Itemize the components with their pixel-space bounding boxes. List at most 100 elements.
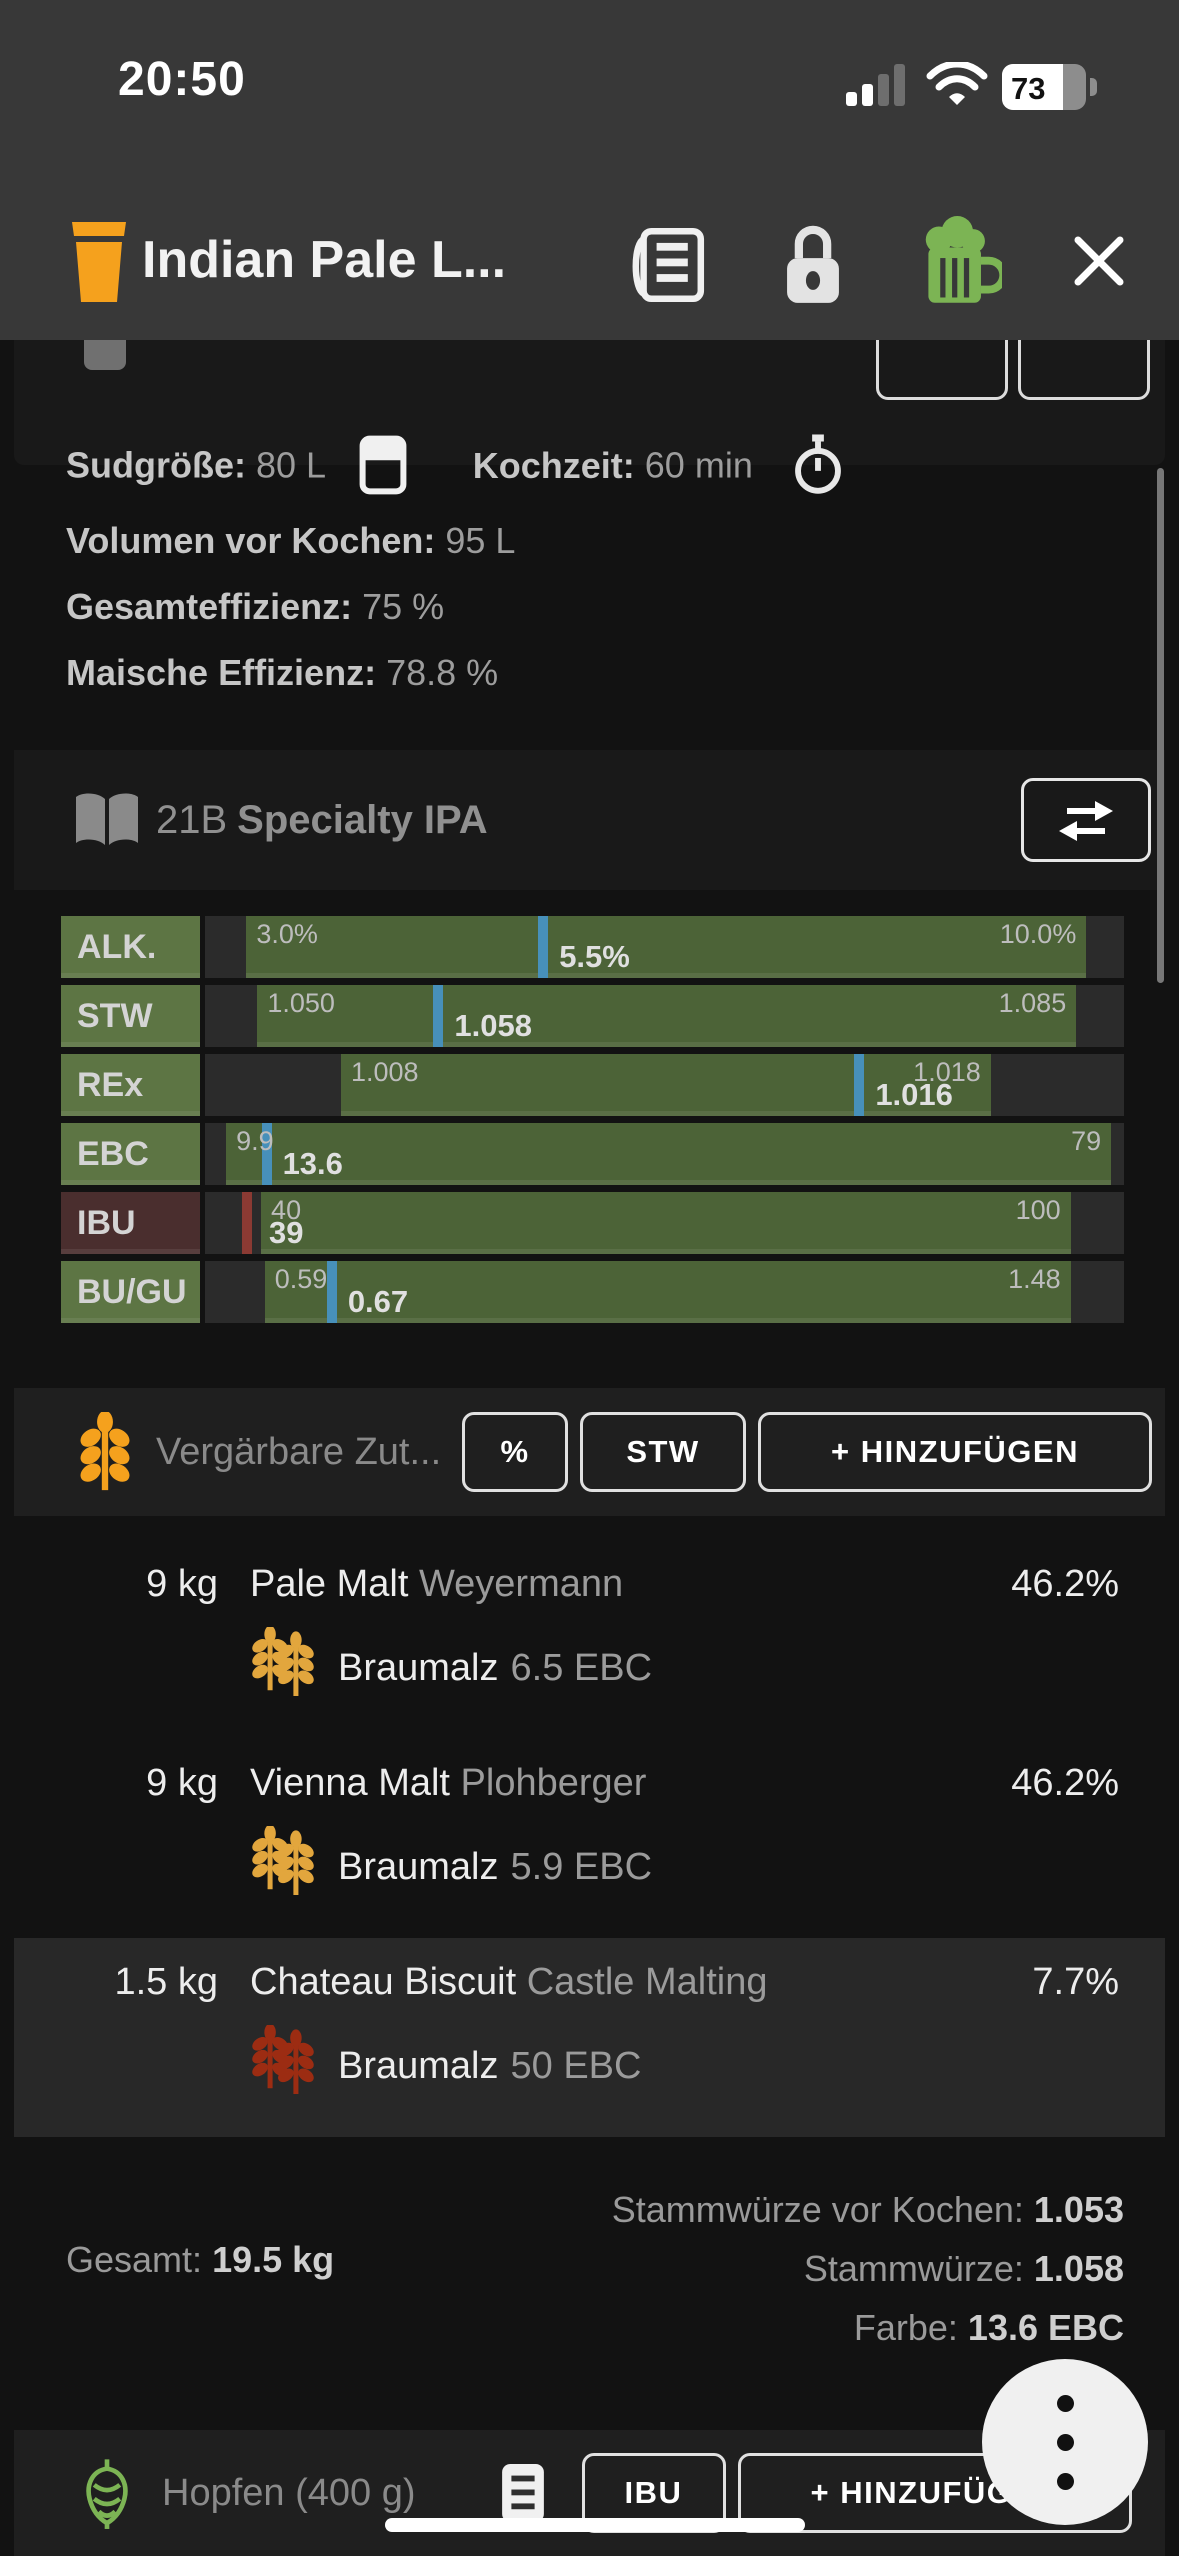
lock-icon[interactable] — [780, 222, 846, 306]
mash-efficiency-label: Maische Effizienz: — [66, 652, 377, 693]
fermentable-percent: 46.2% — [1011, 1762, 1119, 1804]
pre-boil-og-line: Stammwürze vor Kochen: 1.053 — [66, 2180, 1124, 2239]
hops-notes-icon[interactable] — [501, 2464, 544, 2522]
stat-marker — [854, 1054, 865, 1116]
stat-track: 1.050 1.085 1.058 — [205, 985, 1124, 1047]
change-style-button[interactable] — [1021, 778, 1151, 862]
stat-current-value: 39 — [269, 1215, 304, 1250]
stat-row-bugu[interactable]: BU/GU 0.59 1.48 0.67 — [61, 1261, 1124, 1323]
close-icon[interactable] — [1068, 230, 1130, 292]
beer-style-card[interactable]: 21B Specialty IPA — [14, 750, 1165, 890]
boil-time-label: Kochzeit: — [472, 444, 635, 486]
stat-current-value: 5.5% — [559, 939, 630, 974]
color-label: Farbe: — [853, 2307, 958, 2348]
fermentable-row[interactable]: 9 kg Pale Malt Weyermann 46.2% Braumalz 6.5 … — [14, 1540, 1165, 1739]
more-actions-fab[interactable] — [982, 2359, 1148, 2525]
home-indicator[interactable] — [385, 2518, 805, 2532]
stat-max-label: 10.0% — [999, 919, 1077, 949]
stat-max-label: 1.018 — [913, 1057, 981, 1087]
stat-min-label: 3.0% — [256, 919, 318, 949]
fab-dot — [1056, 2472, 1074, 2490]
add-fermentable-button[interactable]: + HINZUFÜGEN — [758, 1412, 1152, 1492]
stat-range — [264, 1261, 1071, 1323]
wifi-icon — [926, 62, 988, 105]
style-code: 21B — [156, 797, 228, 842]
og-label: Stammwürze: — [803, 2248, 1024, 2289]
stat-row-stw[interactable]: STW 1.050 1.085 1.058 — [61, 985, 1124, 1047]
stat-marker — [538, 916, 549, 978]
fermentable-type: Braumalz — [338, 2044, 499, 2087]
hops-section-header: Hopfen (400 g) IBU + HINZUFÜGEN — [14, 2430, 1165, 2556]
stat-key-label: IBU — [61, 1192, 200, 1254]
fermentable-supplier: Plohberger — [460, 1762, 647, 1804]
timer-icon[interactable] — [791, 434, 845, 496]
style-stats: ALK. 3.0% 10.0% 5.5% STW 1.050 1.085 1.058 REx 1.… — [61, 916, 1124, 1330]
kettle-icon[interactable] — [359, 435, 407, 495]
scrollbar-thumb[interactable] — [1157, 468, 1164, 983]
stat-current-value: 13.6 — [282, 1146, 343, 1181]
stat-row-ebc[interactable]: EBC 9.9 79 13.6 — [61, 1123, 1124, 1185]
og-line: Stammwürze: 1.058 — [66, 2239, 1124, 2298]
batch-boil-line: Sudgröße: 80 L Kochzeit: 60 min — [66, 434, 845, 502]
battery-nub — [1090, 78, 1097, 96]
beer-mug-icon[interactable] — [910, 216, 1002, 308]
stat-range — [226, 1123, 1112, 1185]
hops-title: Hopfen (400 g) — [162, 2471, 416, 2514]
fermentable-ebc: 5.9 EBC — [510, 1845, 653, 1888]
fermentables-title: Vergärbare Zut... — [156, 1430, 442, 1473]
fermentable-detail-line: Braumalz 6.5 EBC — [60, 1625, 1119, 1709]
fermentable-amount: 9 kg — [146, 1762, 218, 1804]
hop-icon — [86, 2459, 128, 2529]
stat-track: 3.0% 10.0% 5.5% — [205, 916, 1124, 978]
battery-percent: 73 — [1011, 71, 1046, 106]
pre-boil-volume-label: Volumen vor Kochen: — [66, 520, 436, 561]
fermentable-detail-line: Braumalz 50 EBC — [60, 2023, 1119, 2107]
fermentables-section-header: Vergärbare Zut... % STW + HINZUFÜGEN — [14, 1388, 1165, 1516]
battery-fill — [1002, 64, 1064, 110]
stat-key-label: ALK. — [61, 916, 200, 978]
mash-efficiency-line: Maische Effizienz: 78.8 % — [66, 652, 498, 694]
stat-range — [341, 1054, 991, 1116]
stat-min-label: 0.59 — [274, 1264, 328, 1294]
stat-row-rex[interactable]: REx 1.008 1.018 1.016 — [61, 1054, 1124, 1116]
stat-max-label: 79 — [1071, 1126, 1102, 1156]
swap-arrows-icon — [1059, 801, 1113, 841]
pre-boil-volume-line: Volumen vor Kochen: 95 L — [66, 520, 515, 562]
grain-icon — [250, 2023, 316, 2107]
stat-row-alk[interactable]: ALK. 3.0% 10.0% 5.5% — [61, 916, 1124, 978]
stw-toggle-button[interactable]: STW — [580, 1412, 746, 1492]
style-name: Specialty IPA — [237, 797, 488, 842]
stat-row-ibu[interactable]: IBU 40 100 39 — [61, 1192, 1124, 1254]
og-value: 1.058 — [1033, 2248, 1124, 2289]
fermentable-row[interactable]: 1.5 kg Chateau Biscuit Castle Malting 7.7%… — [14, 1938, 1165, 2137]
stat-marker — [326, 1261, 337, 1323]
fermentable-main-line: 9 kg Vienna Malt Plohberger 46.2% — [60, 1755, 1119, 1812]
batch-size-value: 80 L — [256, 444, 325, 486]
percent-toggle-button[interactable]: % — [462, 1412, 568, 1492]
grain-icon — [250, 1625, 316, 1709]
total-weight-line: Gesamt: 19.5 kg — [66, 2239, 334, 2281]
fab-dot — [1056, 2433, 1074, 2451]
fermentable-amount: 9 kg — [146, 1563, 218, 1605]
notes-icon[interactable] — [628, 226, 706, 304]
stat-range — [257, 985, 1077, 1047]
total-efficiency-line: Gesamteffizienz: 75 % — [66, 586, 444, 628]
stat-marker — [261, 1123, 272, 1185]
batch-size-label: Sudgröße: — [66, 444, 246, 486]
stat-min-label: 1.050 — [267, 988, 335, 1018]
stat-min-label: 9.9 — [236, 1126, 274, 1156]
fermentable-detail-line: Braumalz 5.9 EBC — [60, 1824, 1119, 1908]
fab-dot — [1056, 2394, 1074, 2412]
fermentables-list: 9 kg Pale Malt Weyermann 46.2% Braumalz 6.5 … — [14, 1540, 1165, 2137]
stat-min-label: 40 — [271, 1195, 302, 1225]
mash-efficiency-value: 78.8 % — [386, 652, 499, 693]
stat-marker — [242, 1192, 253, 1254]
stat-range — [261, 1192, 1071, 1254]
recipe-title: Indian Pale L... — [142, 231, 507, 289]
stat-max-label: 1.48 — [1008, 1264, 1061, 1294]
fermentable-row[interactable]: 9 kg Vienna Malt Plohberger 46.2% Braumalz 5… — [14, 1739, 1165, 1938]
fermentable-main-line: 1.5 kg Chateau Biscuit Castle Malting 7.7% — [60, 1954, 1119, 2011]
fermentable-amount: 1.5 kg — [114, 1961, 218, 2003]
pre-boil-og-value: 1.053 — [1033, 2189, 1124, 2230]
